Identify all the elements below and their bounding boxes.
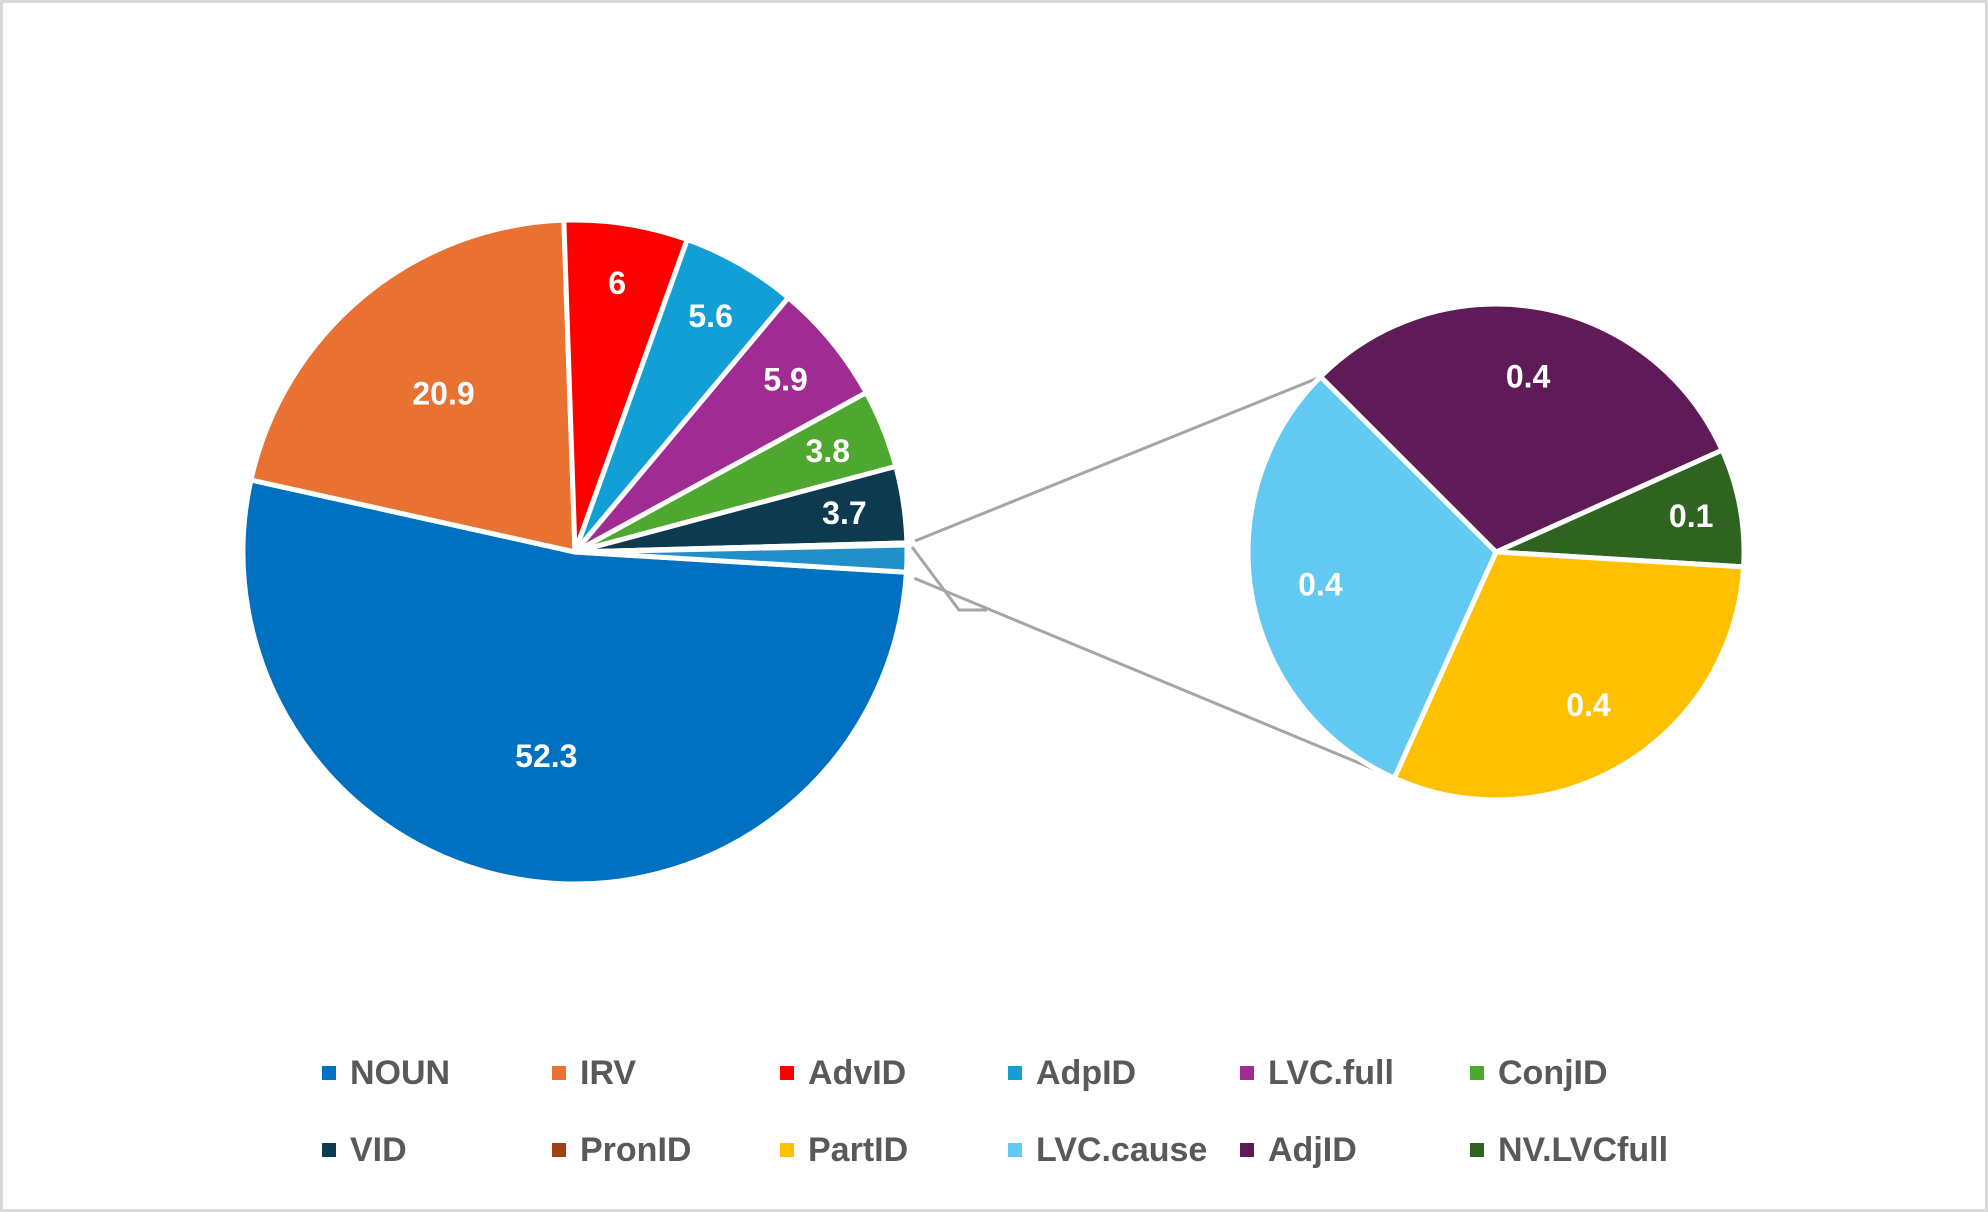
data-label-nv-lvcfull: 0.1: [1669, 498, 1713, 534]
data-label-vid: 3.7: [822, 495, 866, 531]
data-label-adjid: 0.4: [1506, 358, 1551, 394]
data-label-adpid: 5.6: [688, 298, 732, 334]
pie-slice-partid: [1391, 549, 1747, 803]
connector-lines: [910, 376, 1401, 782]
pie-slice-irv: [248, 217, 578, 555]
data-label-advid: 6: [608, 265, 626, 301]
connector-line-bottom: [913, 576, 1401, 782]
data-label-conjid: 3.8: [806, 433, 850, 469]
pie-slice-adjid: [1318, 301, 1725, 555]
pie-slice-nv-lvcfull: [1493, 447, 1747, 570]
data-label-noun: 52.3: [515, 738, 577, 774]
data-label-irv: 20.9: [412, 376, 474, 412]
secondary-pie: [1245, 301, 1747, 803]
connector-line-top: [914, 376, 1319, 543]
pie-slice-lvc-cause: [1245, 374, 1499, 781]
data-label-partid: 0.4: [1566, 687, 1611, 723]
data-labels: 52.3 20.9 6 5.6 5.9 3.8 3.7 0.1 0.4 0.4 0.4: [412, 265, 1713, 774]
pie-slice-other: [572, 542, 910, 575]
pie-slice-noun: [240, 477, 909, 887]
data-label-lvc-full: 5.9: [763, 361, 807, 397]
data-label-lvc-cause: 0.4: [1298, 566, 1343, 602]
leader-line: [910, 546, 987, 612]
primary-pie: [240, 217, 910, 887]
